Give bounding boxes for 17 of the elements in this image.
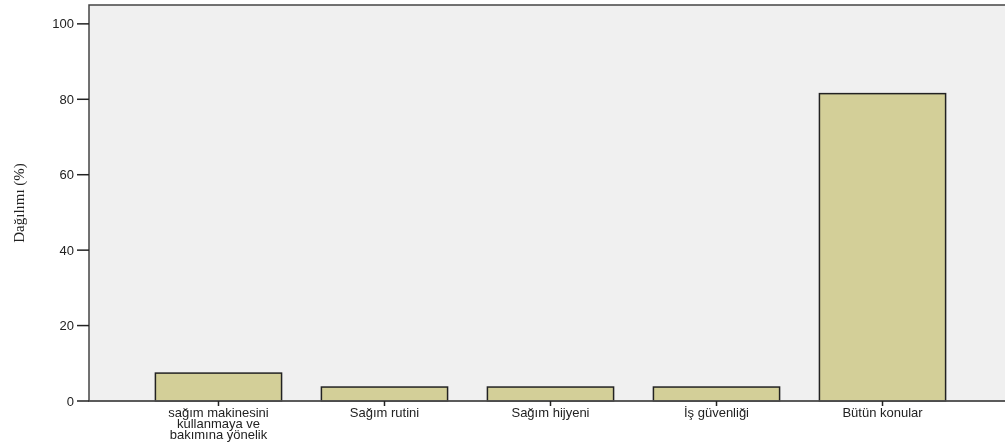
- bar: [652, 386, 781, 402]
- y-tick-label: 0: [66, 393, 74, 409]
- y-tick-label: 20: [59, 318, 74, 334]
- bar: [818, 92, 947, 402]
- y-tick-label: 100: [52, 16, 74, 32]
- y-tick-label: 40: [59, 242, 74, 258]
- x-tick-label: sağım makinesini kullanmaya ve bakımına yönelik: [168, 405, 269, 442]
- y-tick-label: 60: [59, 167, 74, 183]
- bar: [486, 386, 615, 402]
- bar: [154, 372, 283, 402]
- x-tick-label: İş güvenliği: [683, 405, 750, 420]
- bar: [320, 386, 449, 402]
- x-tick-label: Sağım rutini: [349, 405, 420, 420]
- y-axis-title: Dağılımı (%): [11, 163, 28, 243]
- y-tick-label: 80: [59, 91, 74, 107]
- x-tick-label: Bütün konular: [842, 405, 924, 420]
- x-tick-label: Sağım hijyeni: [511, 405, 590, 420]
